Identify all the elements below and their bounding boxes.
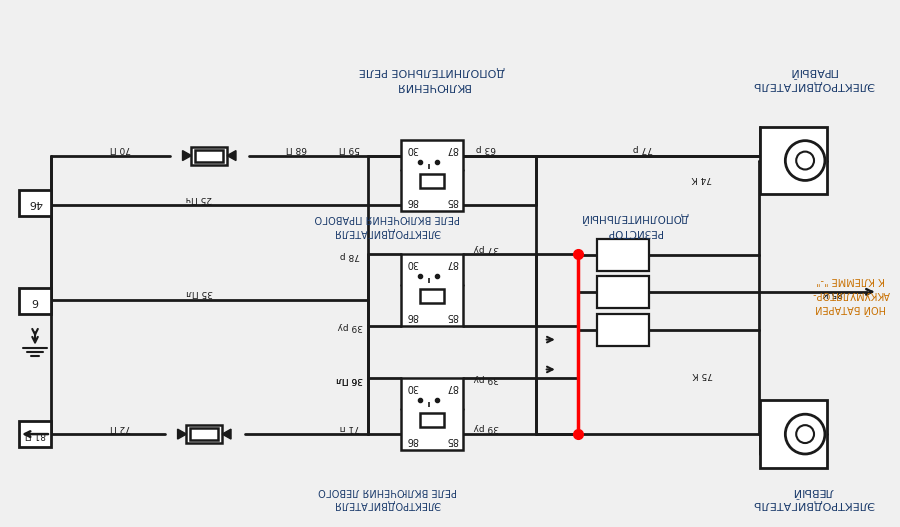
Bar	[191, 428, 218, 440]
Text: 36 Пл: 36 Пл	[337, 375, 364, 384]
Text: 46: 46	[28, 198, 42, 208]
Text: 71 п: 71 п	[339, 423, 360, 432]
Text: 37 ру: 37 ру	[473, 243, 500, 252]
Text: ЭЛЕКТРОДВИГАТЕЛЯ: ЭЛЕКТРОДВИГАТЕЛЯ	[334, 499, 441, 509]
Text: 85: 85	[446, 311, 458, 321]
Text: 39 ру: 39 ру	[338, 322, 363, 331]
Text: ЭЛЕКТРОДВИГАТЕЛЬ: ЭЛЕКТРОДВИГАТЕЛЬ	[752, 80, 874, 90]
Text: 74 К: 74 К	[692, 174, 713, 183]
Bar	[598, 239, 649, 271]
Text: 85 К: 85 К	[823, 288, 843, 297]
Bar	[19, 190, 51, 216]
Bar	[760, 126, 827, 194]
Text: 85: 85	[446, 197, 458, 207]
Text: 87: 87	[446, 144, 458, 153]
Text: ПРАВЫЙ: ПРАВЫЙ	[788, 66, 837, 76]
Bar	[401, 140, 463, 211]
Text: 30: 30	[406, 383, 419, 392]
Text: ДОПОЛНИТЕЛЬНЫЙ: ДОПОЛНИТЕЛЬНЫЙ	[580, 212, 688, 225]
Bar	[401, 254, 463, 326]
Polygon shape	[177, 429, 186, 439]
Text: 81 П: 81 П	[24, 430, 46, 438]
Text: 39 ру: 39 ру	[473, 374, 500, 383]
Text: К КЛЕММЕ "-": К КЛЕММЕ "-"	[816, 275, 886, 285]
Text: НОЙ БАТАРЕИ: НОЙ БАТАРЕИ	[815, 303, 886, 313]
Bar	[192, 147, 227, 164]
Text: ДОПОЛНИТЕЛЬНОЕ РЕЛЕ: ДОПОЛНИТЕЛЬНОЕ РЕЛЕ	[359, 66, 505, 76]
Text: 70 П: 70 П	[110, 144, 130, 153]
Bar	[420, 174, 444, 188]
Bar	[598, 314, 649, 346]
Bar	[420, 413, 444, 427]
Text: 86: 86	[406, 197, 419, 207]
Text: 39 ру: 39 ру	[473, 423, 500, 432]
Bar	[195, 150, 223, 162]
Text: 68 П: 68 П	[286, 144, 307, 153]
Text: 87: 87	[446, 258, 458, 268]
Bar	[186, 425, 222, 443]
Text: 36 Пл: 36 Пл	[337, 375, 364, 384]
Text: 87: 87	[446, 383, 458, 392]
Text: 77 р: 77 р	[633, 144, 652, 153]
Text: РЕЛЕ ВКЛЮЧЕНИЯ ПРАВОГО: РЕЛЕ ВКЛЮЧЕНИЯ ПРАВОГО	[315, 213, 460, 223]
Text: РЕЛЕ ВКЛЮЧЕНИЯ ЛЕВОГО: РЕЛЕ ВКЛЮЧЕНИЯ ЛЕВОГО	[318, 486, 457, 496]
Polygon shape	[227, 151, 236, 161]
Text: 78 р: 78 р	[339, 250, 360, 259]
Text: 6: 6	[32, 296, 39, 306]
Bar	[760, 401, 827, 468]
Text: 35 Пл: 35 Пл	[186, 288, 212, 297]
Bar	[420, 289, 444, 303]
Text: ЛЕВЫЙ: ЛЕВЫЙ	[792, 486, 833, 496]
Text: 75 К: 75 К	[692, 370, 713, 379]
Text: ЭЛЕКТРОДВИГАТЕЛЬ: ЭЛЕКТРОДВИГАТЕЛЬ	[752, 499, 874, 509]
Text: АККУМУЛЯТОР-: АККУМУЛЯТОР-	[812, 289, 889, 299]
Text: 86: 86	[406, 435, 419, 445]
Text: 72 П: 72 П	[110, 423, 130, 432]
Bar	[598, 276, 649, 308]
Bar	[19, 421, 51, 447]
Text: 30: 30	[406, 258, 419, 268]
Text: ЭЛЕКТРОДВИГАТЕЛЯ: ЭЛЕКТРОДВИГАТЕЛЯ	[334, 227, 441, 237]
Text: 59 П: 59 П	[339, 144, 360, 153]
Text: 86: 86	[406, 311, 419, 321]
Polygon shape	[183, 151, 192, 161]
Bar	[401, 378, 463, 450]
Text: ВКЛЮЧЕНИЯ: ВКЛЮЧЕНИЯ	[394, 81, 470, 91]
Polygon shape	[222, 429, 231, 439]
Text: 85: 85	[446, 435, 458, 445]
Text: РЕЗИСТОР: РЕЗИСТОР	[608, 227, 662, 237]
Text: 63 р: 63 р	[476, 144, 497, 153]
Bar	[19, 288, 51, 314]
Text: 25 Пч: 25 Пч	[186, 194, 212, 203]
Text: 30: 30	[406, 144, 419, 153]
